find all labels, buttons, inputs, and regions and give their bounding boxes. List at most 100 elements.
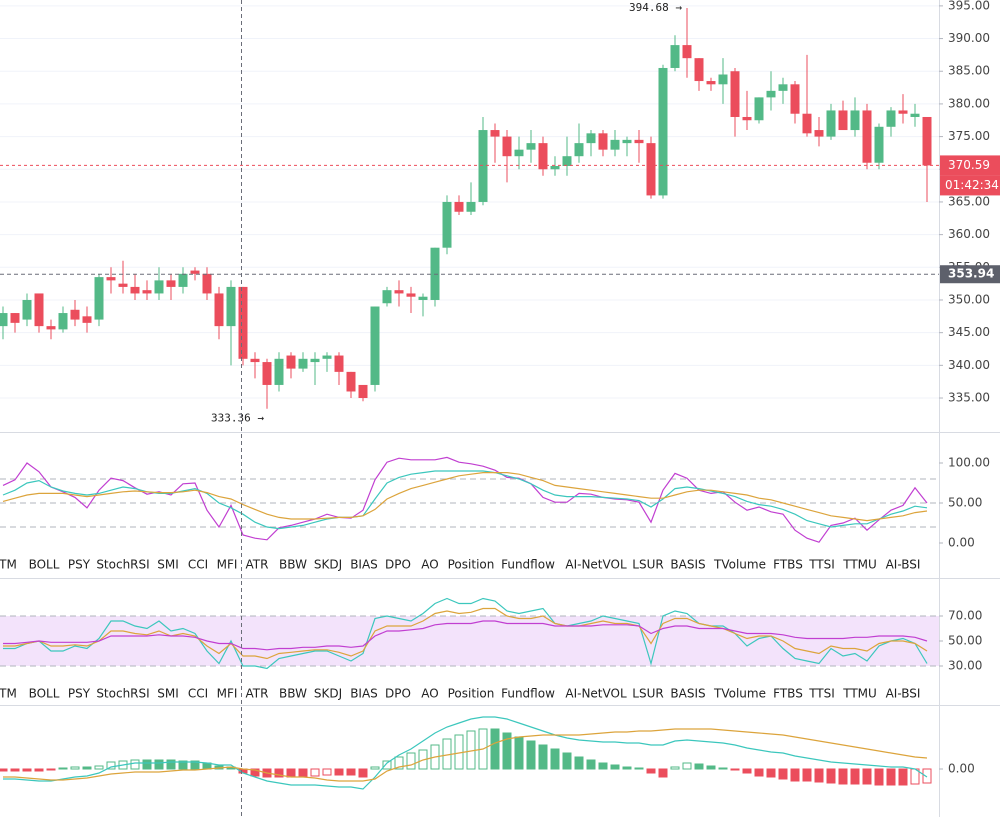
- indicator-tab[interactable]: ATR: [246, 687, 269, 701]
- indicator-tab[interactable]: Position: [448, 687, 495, 701]
- indicator-tab[interactable]: TVolume: [713, 687, 766, 701]
- indicator-tab[interactable]: StochRSI: [96, 558, 149, 572]
- candle-body: [646, 143, 656, 196]
- indicator-tab[interactable]: TTSI: [808, 687, 835, 701]
- indicator-tab[interactable]: LSUR: [632, 558, 663, 572]
- crosshair-price-label: 353.94: [948, 267, 994, 281]
- indicator-tab[interactable]: AO: [421, 558, 438, 572]
- histogram-bar: [814, 768, 824, 783]
- candle-body: [778, 84, 788, 91]
- candle-body: [442, 201, 452, 248]
- candle-body: [10, 313, 20, 323]
- indicator-tab[interactable]: TVolume: [713, 558, 766, 572]
- y-tick-label: 380.00: [948, 96, 990, 110]
- indicator-tab[interactable]: TTMU: [842, 558, 877, 572]
- candle-body: [334, 355, 344, 372]
- y-tick-label: 345.00: [948, 325, 990, 339]
- candle-body: [826, 110, 836, 137]
- candle-body: [274, 358, 284, 385]
- indicator-tab[interactable]: PSY: [68, 687, 91, 701]
- histogram-bar: [694, 763, 704, 770]
- indicator-tab[interactable]: TTMU: [842, 687, 877, 701]
- histogram-bar: [94, 765, 104, 770]
- candle-body: [142, 290, 152, 294]
- histogram-bar: [790, 768, 800, 782]
- histogram-bar: [106, 761, 116, 770]
- y-tick-label: 350.00: [948, 292, 990, 306]
- indicator-tab[interactable]: AI-NetVOL: [565, 558, 627, 572]
- indicator-tab[interactable]: StochRSI: [96, 687, 149, 701]
- indicator-tab[interactable]: Fundflow: [501, 687, 555, 701]
- indicator-tab[interactable]: AI-BSI: [886, 558, 921, 572]
- histogram-bar: [322, 768, 332, 776]
- low-label: 333.36 →: [211, 412, 264, 425]
- indicator-tab[interactable]: DPO: [385, 558, 411, 572]
- indicator-tab[interactable]: Position: [448, 558, 495, 572]
- indicator-tab[interactable]: SKDJ: [314, 558, 342, 572]
- candle-body: [886, 110, 896, 127]
- candle-body: [310, 358, 320, 363]
- histogram-bar: [730, 768, 740, 771]
- candle-body: [418, 296, 428, 300]
- indicator-tab[interactable]: AI-BSI: [886, 687, 921, 701]
- candle-body: [706, 81, 716, 85]
- indicator-tab[interactable]: SKDJ: [314, 687, 342, 701]
- indicator-tab[interactable]: SMI: [157, 558, 179, 572]
- candle-body: [862, 110, 872, 163]
- indicator-tab[interactable]: TM: [0, 687, 17, 701]
- crosshair-price-box: [940, 265, 1000, 284]
- indicator-tab[interactable]: CCI: [188, 558, 208, 572]
- candle-body: [154, 280, 164, 294]
- candle-body: [538, 143, 548, 170]
- last-price-label: 370.59: [948, 158, 990, 172]
- indicator-tab[interactable]: MFI: [217, 558, 238, 572]
- candle-body: [118, 283, 128, 287]
- histogram-bar: [34, 768, 44, 772]
- histogram-bar: [334, 768, 344, 776]
- indicator-tab[interactable]: BOLL: [29, 687, 60, 701]
- histogram-bar: [634, 767, 644, 770]
- indicator-tab[interactable]: LSUR: [632, 687, 663, 701]
- candle-body: [250, 358, 260, 363]
- histogram-bar: [682, 762, 692, 770]
- indicator-tab[interactable]: AO: [421, 687, 438, 701]
- indicator-tab[interactable]: AI-NetVOL: [565, 687, 627, 701]
- histogram-bar: [562, 752, 572, 770]
- indicator-tab[interactable]: BASIS: [670, 558, 705, 572]
- histogram-bar: [502, 732, 512, 770]
- indicator-tab[interactable]: TM: [0, 558, 17, 572]
- histogram-bar: [718, 767, 728, 770]
- histogram-bar: [178, 760, 188, 770]
- countdown-label: 01:42:34: [945, 178, 999, 192]
- candle-body: [454, 201, 464, 212]
- indicator-tab[interactable]: TTSI: [808, 558, 835, 572]
- histogram-bar: [646, 768, 656, 774]
- indicator-tab[interactable]: BIAS: [350, 687, 378, 701]
- histogram-bar: [130, 759, 140, 770]
- indicator-tab[interactable]: ATR: [246, 558, 269, 572]
- indicator-tab[interactable]: PSY: [68, 558, 91, 572]
- indicator-tab[interactable]: MFI: [217, 687, 238, 701]
- indicator-tab[interactable]: SMI: [157, 687, 179, 701]
- y-tick-label: 50.00: [948, 634, 982, 648]
- indicator-tab[interactable]: DPO: [385, 687, 411, 701]
- candle-body: [598, 133, 608, 150]
- histogram-bar: [286, 768, 296, 778]
- histogram-bar: [598, 762, 608, 770]
- indicator-tab[interactable]: BASIS: [670, 687, 705, 701]
- candle-body: [622, 139, 632, 144]
- indicator-tab[interactable]: FTBS: [773, 558, 803, 572]
- indicator-tab[interactable]: CCI: [188, 687, 208, 701]
- y-tick-label: 335.00: [948, 391, 990, 405]
- indicator-tab[interactable]: BBW: [279, 558, 307, 572]
- candle-body: [106, 277, 116, 281]
- indicator-tab[interactable]: FTBS: [773, 687, 803, 701]
- indicator-tab[interactable]: BIAS: [350, 558, 378, 572]
- indicator-tab[interactable]: BBW: [279, 687, 307, 701]
- histogram-bar: [874, 768, 884, 786]
- indicator-tab[interactable]: BOLL: [29, 558, 60, 572]
- indicator-tab[interactable]: Fundflow: [501, 558, 555, 572]
- candle-body: [58, 313, 68, 330]
- candle-body: [298, 358, 308, 369]
